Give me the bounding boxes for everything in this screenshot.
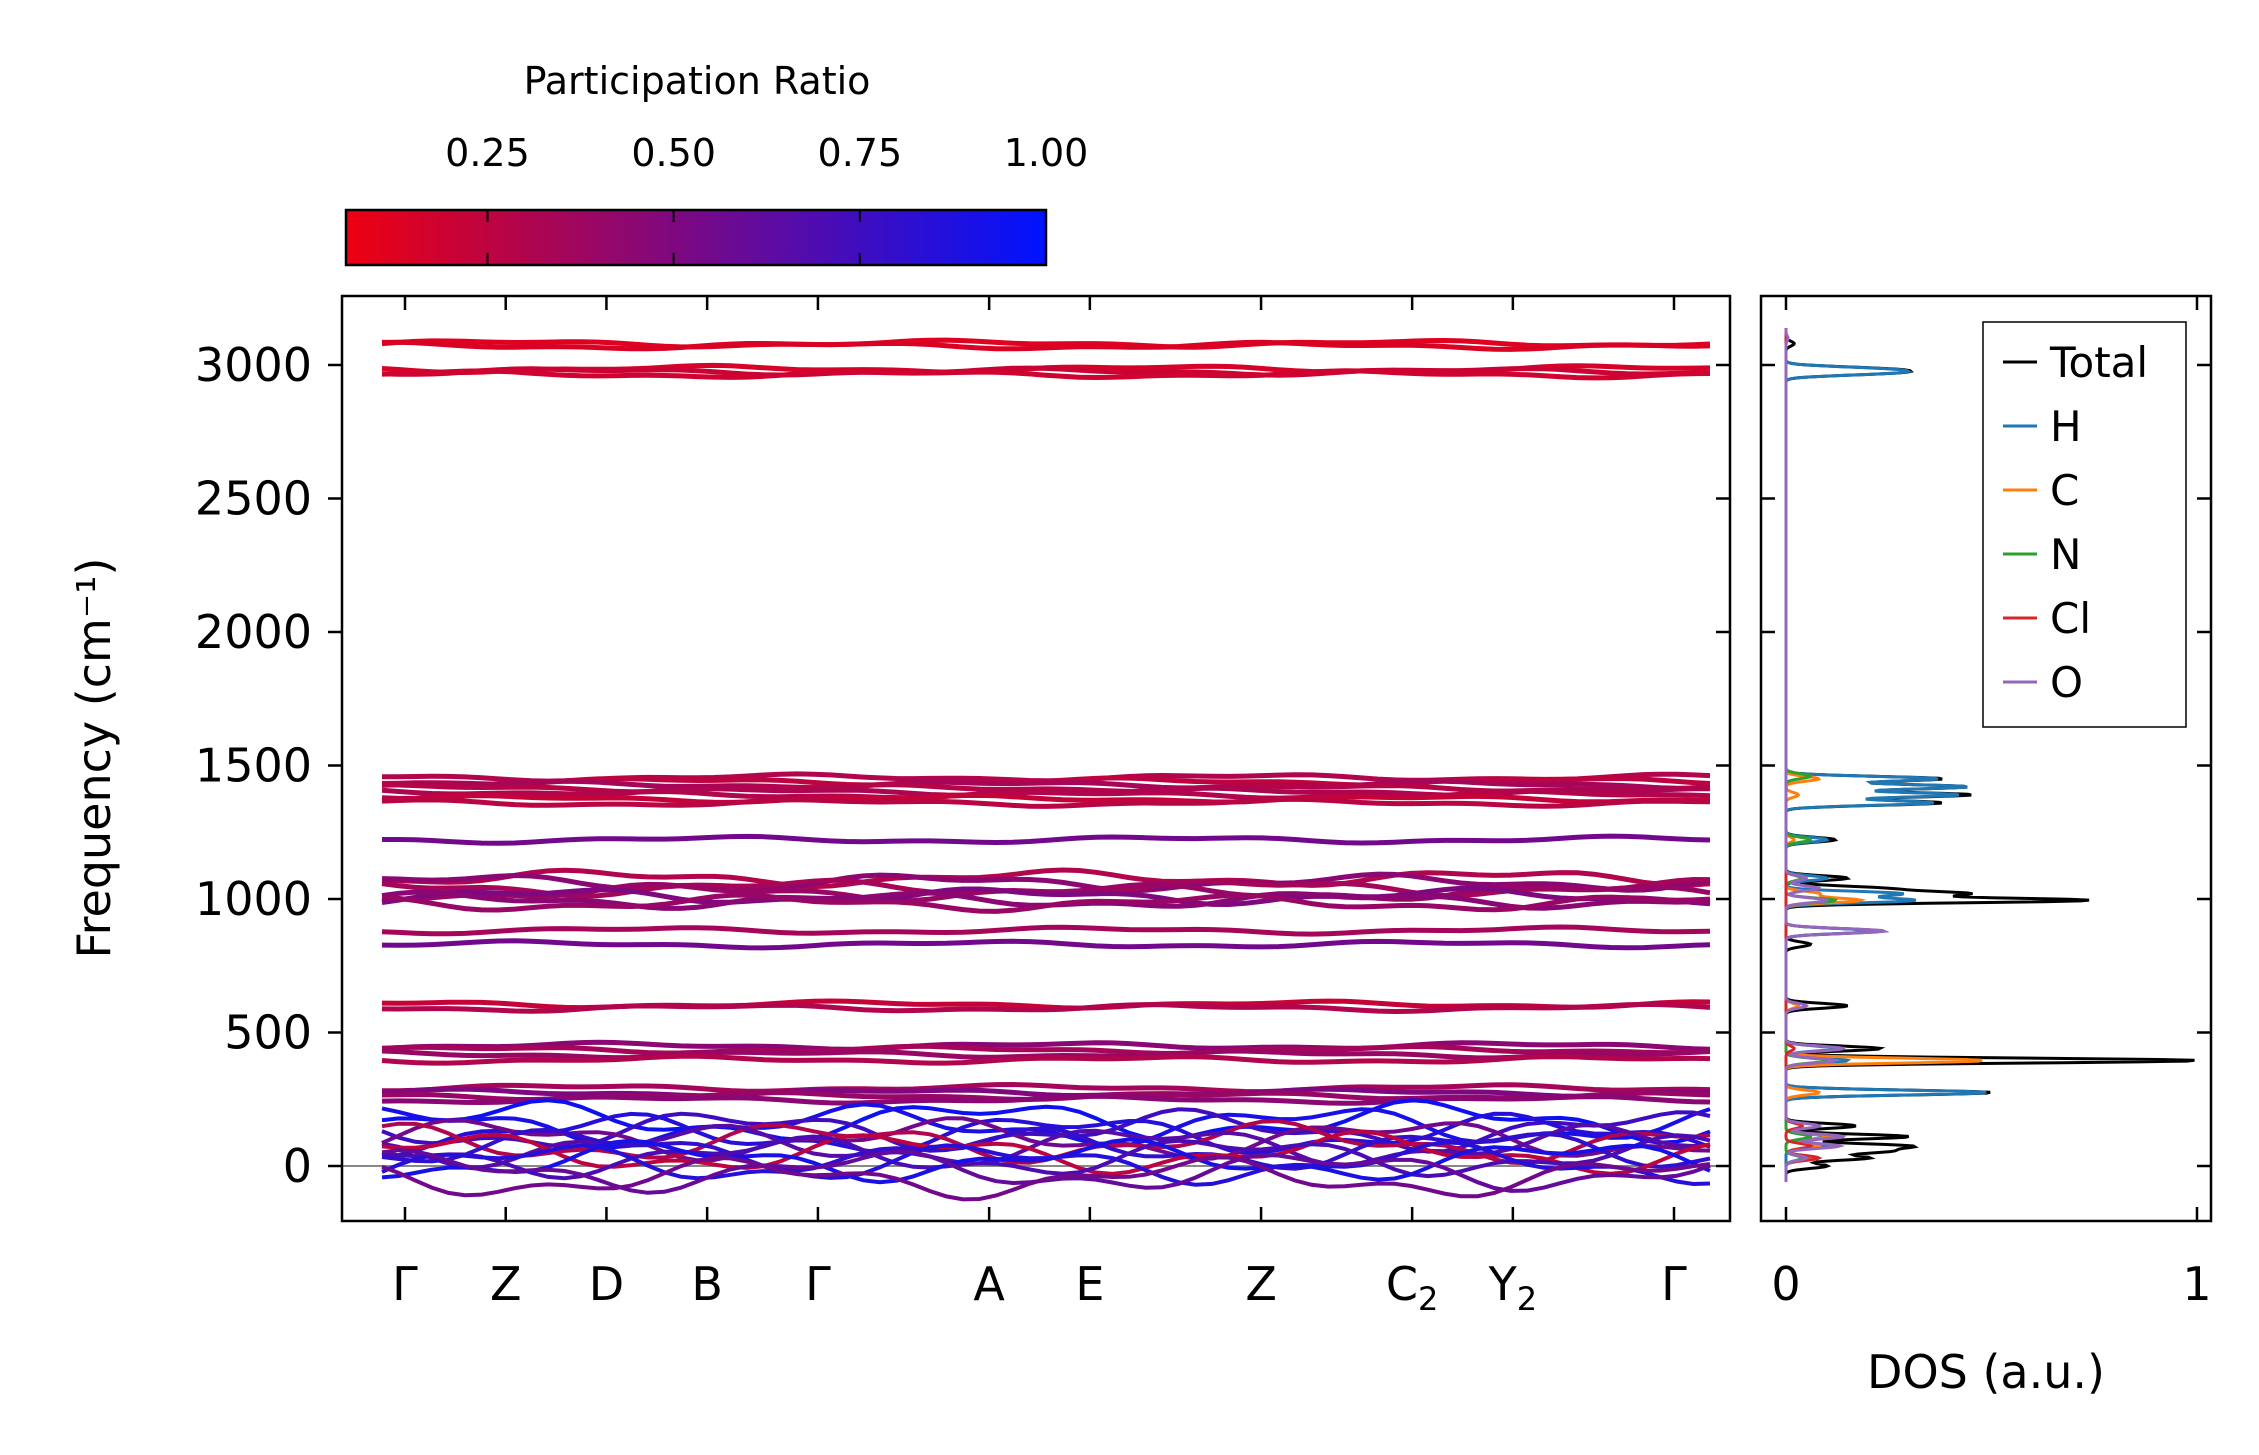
phonon-band [381, 1111, 1711, 1158]
phonon-band [381, 1093, 1711, 1106]
phonon-band [381, 337, 1711, 350]
legend-label: Total [2049, 338, 2148, 387]
y-tick-label: 3000 [195, 338, 312, 392]
phonon-band [381, 1039, 1711, 1052]
k-point-label: Γ [392, 1257, 418, 1311]
colorbar-tick-label: 1.00 [1004, 131, 1089, 175]
k-point-label: Y2 [1488, 1257, 1537, 1318]
k-point-label: Γ [805, 1257, 831, 1311]
legend-label: N [2050, 530, 2081, 579]
phonon-bands [381, 337, 1711, 1202]
dos-legend: Total HCN Cl O [1982, 321, 2187, 728]
k-point-label: Z [1245, 1257, 1277, 1311]
phonon-band [381, 365, 1711, 378]
k-point-label: C2 [1386, 1257, 1438, 1318]
colorbar-title: Participation Ratio [524, 59, 871, 103]
dos-curves [1784, 328, 2195, 1182]
phonon-band [381, 1116, 1711, 1163]
dos-x-tick-label: 1 [2182, 1257, 2211, 1311]
k-point-label: B [691, 1257, 723, 1311]
k-point-label: E [1075, 1257, 1104, 1311]
legend-label: O [2050, 658, 2083, 707]
phonon-band [381, 1098, 1711, 1145]
dos-x-axis-label: DOS (a.u.) [1867, 1345, 2105, 1399]
phonon-band [382, 833, 1711, 846]
legend-label: Cl [2050, 594, 2091, 643]
phonon-band [381, 368, 1711, 381]
k-point-label: D [589, 1257, 624, 1311]
k-point-label: Z [490, 1257, 522, 1311]
phonon-band [381, 788, 1711, 801]
band-axes-frame [340, 294, 1732, 1223]
phonon-band [381, 1001, 1711, 1015]
y-tick-label: 2500 [195, 472, 312, 526]
phonon-band [381, 1053, 1711, 1066]
phonon-band [381, 1129, 1711, 1176]
phonon-band [381, 792, 1711, 805]
phonon-band [381, 924, 1711, 937]
legend-label: H [2050, 402, 2082, 451]
phonon-band [381, 1043, 1711, 1056]
phonon-band [381, 885, 1711, 908]
phonon-band [381, 938, 1711, 951]
phonon-band [381, 867, 1711, 890]
band-y-ticks: 0 500 1000 1500 2000 2500 3000 [195, 338, 1730, 1193]
dos-x-tick-label: 0 [1771, 1257, 1800, 1311]
phonon-band [381, 1107, 1711, 1154]
band-structure-panel: 0 500 1000 1500 2000 2500 3000 Γ Z D B Γ A E Z C2 Y2 Γ F… [67, 294, 1732, 1318]
colorbar-gradient [344, 208, 1048, 267]
phonon-band [381, 796, 1711, 809]
phonon-band [381, 892, 1711, 914]
colorbar-tick-label: 0.50 [631, 131, 716, 175]
k-point-label: Γ [1661, 1257, 1687, 1311]
y-tick-label: 1000 [195, 872, 312, 926]
colorbar-tick-label: 0.75 [818, 131, 903, 175]
legend-label: C [2050, 466, 2079, 515]
colorbar-ticks: 0.25 0.50 0.75 1.00 [445, 131, 1088, 265]
phonon-band [381, 339, 1711, 352]
phonon-band [382, 1081, 1711, 1095]
phonon-band [381, 1155, 1711, 1202]
y-tick-label: 2000 [195, 605, 312, 659]
legend-items: Total HCN Cl O [2003, 338, 2148, 707]
colorbar-tick-label: 0.25 [445, 131, 530, 175]
phonon-band [381, 871, 1711, 894]
y-tick-label: 0 [283, 1139, 312, 1193]
phonon-band [381, 1126, 1711, 1173]
k-point-label: A [973, 1257, 1005, 1311]
phonon-band [381, 778, 1711, 791]
dos-axes-frame [1759, 294, 2213, 1223]
legend-frame [1982, 321, 2187, 728]
y-axis-label: Frequency (cm⁻¹) [67, 558, 121, 959]
dos-curve-o [1784, 328, 1890, 1182]
phonon-band [381, 1086, 1711, 1099]
colorbar: Participation Ratio 0.25 0.50 0.75 1.00 [344, 59, 1088, 267]
y-tick-label: 1500 [195, 739, 312, 793]
phonon-band [381, 1140, 1711, 1187]
phonon-band [381, 1133, 1711, 1181]
y-tick-label: 500 [224, 1006, 312, 1060]
